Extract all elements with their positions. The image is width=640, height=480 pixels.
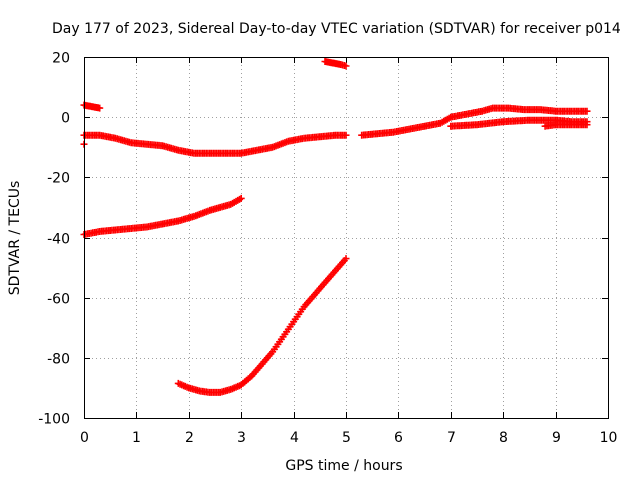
data-point-markers	[174, 255, 350, 396]
chart-title: Day 177 of 2023, Sidereal Day-to-day VTE…	[52, 21, 621, 37]
data-point-markers	[358, 104, 591, 139]
series-track-b	[358, 104, 591, 139]
y-tick-label: 20	[52, 51, 70, 67]
x-tick-label: 10	[600, 430, 618, 446]
y-tick-label: -40	[47, 232, 70, 248]
y-tick-label: -60	[47, 292, 70, 308]
x-tick-label: 7	[447, 430, 456, 446]
x-tick-label: 6	[394, 430, 403, 446]
y-tick-label: -100	[38, 412, 70, 428]
x-tick-label: 9	[552, 430, 561, 446]
x-tick-label: 1	[132, 430, 141, 446]
grid	[84, 57, 608, 418]
y-axis-ticks: -100 -80 -60 -40 -20 0 20	[38, 51, 608, 428]
series-track-e	[80, 194, 245, 238]
plot-frame	[84, 57, 609, 419]
data-points	[80, 58, 591, 396]
x-tick-label: 4	[290, 430, 299, 446]
data-point-markers	[80, 131, 350, 157]
x-axis-label: GPS time / hours	[285, 458, 402, 474]
x-tick-label: 3	[237, 430, 246, 446]
x-tick-label: 2	[185, 430, 194, 446]
x-tick-label: 5	[342, 430, 351, 446]
series-track-a	[80, 131, 350, 157]
y-tick-label: 0	[61, 111, 70, 127]
data-point-markers	[321, 58, 350, 70]
series-track-g	[80, 101, 104, 112]
series-track-h	[321, 58, 350, 70]
x-tick-label: 8	[499, 430, 508, 446]
data-point-markers	[80, 101, 104, 112]
x-tick-label: 0	[80, 430, 89, 446]
y-tick-label: -20	[47, 171, 70, 187]
data-point-markers	[541, 121, 591, 130]
x-axis-ticks: 0 1 2 3 4 5 6 7 8 9 10	[80, 57, 617, 446]
series-track-f	[174, 255, 350, 396]
series-track-d	[541, 121, 591, 130]
y-axis-label: SDTVAR / TECUs	[7, 181, 23, 296]
data-point-markers	[80, 194, 245, 238]
y-tick-label: -80	[47, 352, 70, 368]
